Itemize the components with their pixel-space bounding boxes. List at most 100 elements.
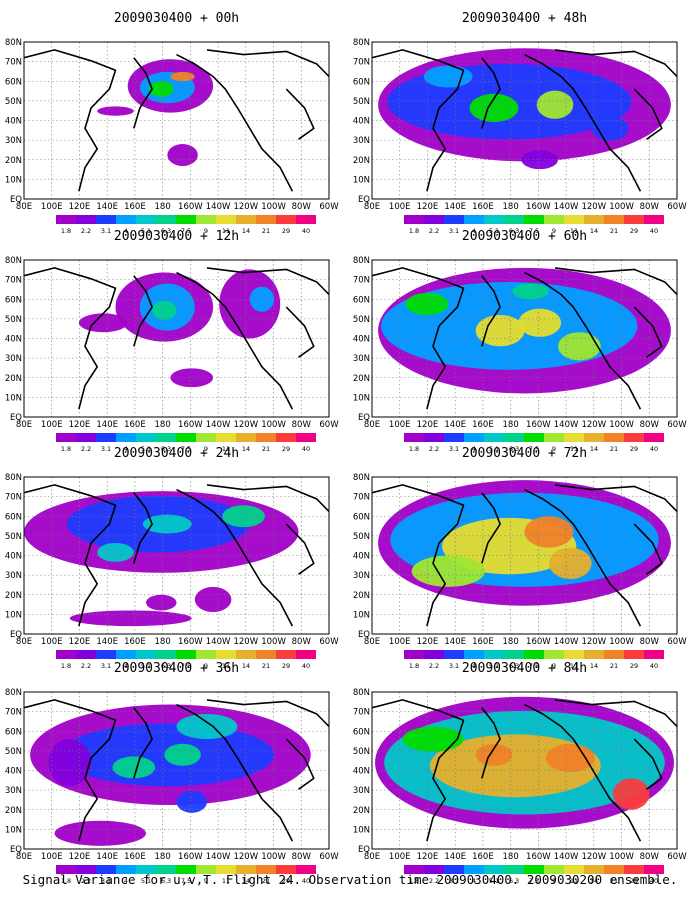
longitude-label: 140W: [554, 637, 579, 647]
colorbar-label: 21: [262, 662, 270, 670]
variance-shading: [524, 516, 574, 548]
latitude-label: 30N: [5, 136, 22, 146]
coastline: [372, 484, 465, 627]
colorbar-swatch: [564, 650, 584, 659]
colorbar-label: 40: [302, 877, 310, 885]
colorbar-swatch: [624, 215, 644, 224]
colorbar-swatch: [484, 433, 504, 442]
colorbar-swatch: [76, 650, 96, 659]
longitude-label: 140E: [444, 852, 466, 862]
longitude-label: 120W: [233, 852, 258, 862]
colorbar: 1.8 2.2 3.1 4 5.1 6.3 7.5 9 11 14 21 29 40: [56, 433, 316, 453]
colorbar-label: 5.1: [141, 877, 151, 885]
latitude-label: EQ: [10, 195, 22, 205]
colorbar-label: 1.8: [409, 877, 419, 885]
longitude-label: 160E: [124, 637, 146, 647]
longitude-label: 60W: [667, 202, 687, 212]
colorbar: 1.8 2.2 3.1 4 5.1 6.3 7.5 9 11 14 21 29 40: [404, 215, 664, 235]
colorbar-label: 9: [552, 877, 556, 885]
longitude-label: 80W: [292, 637, 312, 647]
coastline: [554, 699, 677, 728]
longitude-label: 140E: [444, 637, 466, 647]
colorbar-label: 1.8: [61, 662, 71, 670]
colorbar-label: 14: [590, 662, 598, 670]
map-area: [24, 477, 329, 634]
colorbar-label: 5.1: [141, 662, 151, 670]
colorbar-swatch: [424, 433, 444, 442]
colorbar-swatch: [256, 865, 276, 874]
variance-shading: [402, 726, 464, 752]
colorbar-label: 9: [552, 662, 556, 670]
colorbar-swatch: [196, 865, 216, 874]
latitude-label: 20N: [5, 156, 22, 166]
colorbar-label: 9: [552, 227, 556, 235]
coastline: [285, 306, 315, 358]
colorbar-label: 3.1: [449, 445, 459, 453]
forecast-panel: 2009030400 + 24h 80N 70N 60N 50N 40N 30N 20N 10N…: [5, 446, 339, 670]
colorbar-label: 21: [610, 227, 618, 235]
longitude-label: 140W: [206, 202, 231, 212]
latitude-label: 60N: [353, 77, 370, 87]
panel-title: 2009030400 + 00h: [114, 11, 239, 26]
map-area: [372, 42, 677, 199]
variance-shading: [405, 292, 449, 315]
colorbar-label: 11: [570, 877, 578, 885]
longitude-label: 160W: [178, 637, 203, 647]
latitude-label: 80N: [353, 256, 370, 266]
coastline: [524, 703, 642, 842]
longitude-label: 160W: [526, 202, 551, 212]
colorbar-swatch: [404, 650, 424, 659]
map-area: [372, 260, 677, 417]
colorbar-swatch: [196, 650, 216, 659]
map-area: [24, 260, 329, 417]
longitude-label: 120E: [69, 637, 91, 647]
colorbar-label: 4: [472, 662, 476, 670]
coastline: [24, 49, 117, 192]
latitude-label: 40N: [353, 767, 370, 777]
colorbar-label: 4: [472, 227, 476, 235]
latitude-label: 70N: [353, 276, 370, 286]
coastline: [206, 267, 329, 296]
colorbar-label: 6.3: [161, 662, 171, 670]
colorbar-swatch: [136, 865, 156, 874]
coastline: [206, 49, 329, 78]
longitude-label: 100E: [41, 852, 63, 862]
colorbar-label: 21: [262, 227, 270, 235]
colorbar-label: 3.1: [101, 445, 111, 453]
colorbar-swatch: [256, 433, 276, 442]
latitude-label: EQ: [10, 413, 22, 423]
latitude-label: 50N: [353, 532, 370, 542]
colorbar-label: 9: [204, 445, 208, 453]
colorbar-label: 11: [222, 877, 230, 885]
colorbar-label: 7.5: [181, 877, 191, 885]
longitude-label: 160E: [472, 420, 494, 430]
map-frame: [371, 41, 678, 200]
colorbar-label: 6.3: [161, 877, 171, 885]
longitude-label: 80E: [16, 852, 32, 862]
colorbar-label: 14: [242, 445, 250, 453]
panel-title: 2009030400 + 48h: [462, 11, 587, 26]
longitude-label: 120W: [233, 637, 258, 647]
colorbar-label: 4: [124, 877, 128, 885]
colorbar-swatch: [444, 433, 464, 442]
longitude-label: 100E: [389, 202, 411, 212]
variance-shading: [423, 65, 473, 88]
panel-title: 2009030400 + 60h: [462, 229, 587, 244]
latitude-label: 10N: [5, 393, 22, 403]
colorbar-label: 14: [242, 662, 250, 670]
latitude-label: 40N: [353, 335, 370, 345]
colorbar-label: 40: [302, 227, 310, 235]
latitude-label: 20N: [5, 374, 22, 384]
colorbar-swatch: [444, 865, 464, 874]
colorbar-swatch: [56, 865, 76, 874]
forecast-panel: 2009030400 + 12h 80N 70N 60N 50N 40N 30N 20N 10N…: [5, 229, 339, 453]
colorbar-swatch: [524, 650, 544, 659]
coastline: [133, 707, 153, 779]
latitude-label: 40N: [5, 335, 22, 345]
variance-shading: [149, 81, 174, 97]
colorbar-swatch: [604, 433, 624, 442]
longitude-label: 80E: [364, 202, 380, 212]
latitude-label: 10N: [5, 610, 22, 620]
colorbar-swatch: [624, 433, 644, 442]
